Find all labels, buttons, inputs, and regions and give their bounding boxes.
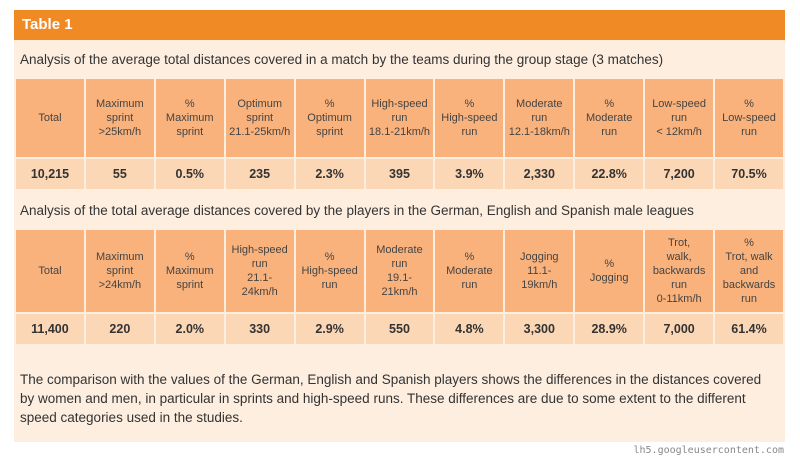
column-header: % Optimum sprint	[293, 77, 366, 159]
cell: 550	[363, 312, 436, 346]
table: Total Maximum sprint >24km/h% Maximum spr…	[14, 228, 785, 346]
cell: 10,215	[14, 157, 86, 191]
cell: 22.8%	[573, 157, 646, 191]
column-header: Optimum sprint 21.1-25km/h	[223, 77, 296, 159]
cell: 3.9%	[433, 157, 506, 191]
header-row: Total Maximum sprint >24km/h% Maximum spr…	[14, 228, 785, 314]
cell: 61.4%	[713, 312, 785, 346]
cell: 2.9%	[293, 312, 366, 346]
column-header: % Maximum sprint	[153, 228, 226, 314]
column-header: % Trot, walk and backwards run	[713, 228, 785, 314]
value-row: 10,215 55 0.5% 235 2.3% 395 3.9% 2,330 22.8% 7,20…	[14, 157, 785, 191]
column-header: % Moderate run	[433, 228, 506, 314]
column-header: Moderate run 12.1-18km/h	[503, 77, 576, 159]
cell: 70.5%	[713, 157, 785, 191]
paragraph: The comparison with the values of the Ge…	[20, 372, 762, 425]
cell: 55	[83, 157, 156, 191]
cell: 330	[223, 312, 296, 346]
column-header: % High-speed run	[433, 77, 506, 159]
cell: 4.8%	[433, 312, 506, 346]
cell: 395	[363, 157, 436, 191]
value-row: 11,400 220 2.0% 330 2.9% 550 4.8% 3,300 28.9% 7,0…	[14, 312, 785, 346]
column-header: Total	[14, 77, 86, 159]
column-header: Maximum sprint >25km/h	[83, 77, 156, 159]
cell: 2.3%	[293, 157, 366, 191]
column-header: % Low-speed run	[713, 77, 785, 159]
column-header: High-speed run 21.1- 24km/h	[223, 228, 296, 314]
column-header: Maximum sprint >24km/h	[83, 228, 156, 314]
table: Total Maximum sprint >25km/h% Maximum spr…	[14, 77, 785, 191]
cell: 2,330	[503, 157, 576, 191]
cell: 0.5%	[153, 157, 226, 191]
cell: 235	[223, 157, 296, 191]
column-header: Total	[14, 228, 86, 314]
column-header: % Moderate run	[573, 77, 646, 159]
header-row: Total Maximum sprint >25km/h% Maximum spr…	[14, 77, 785, 159]
column-header: Jogging 11.1- 19km/h	[503, 228, 576, 314]
column-header: % High-speed run	[293, 228, 366, 314]
column-header: % Maximum sprint	[153, 77, 226, 159]
source: lh5.googleusercontent.com	[633, 445, 784, 456]
caption: Analysis of the average total distances …	[20, 52, 664, 67]
cell: 11,400	[14, 312, 86, 346]
column-header: Low-speed run < 12km/h	[643, 77, 716, 159]
cell: 220	[83, 312, 156, 346]
column-header: % Jogging	[573, 228, 646, 314]
cell: 28.9%	[573, 312, 646, 346]
cell: 2.0%	[153, 312, 226, 346]
cell: 7,000	[643, 312, 716, 346]
cell: 3,300	[503, 312, 576, 346]
column-header: Trot, walk, backwards run 0-11km/h	[643, 228, 716, 314]
column-header: High-speed run 18.1-21km/h	[363, 77, 436, 159]
column-header: Moderate run 19.1- 21km/h	[363, 228, 436, 314]
caption: Analysis of the total average distances …	[20, 203, 694, 218]
sections: Analysis of the average total distances …	[14, 40, 785, 346]
panel: Table 1 Analysis of the average total di…	[14, 10, 785, 442]
title-bar: Table 1	[14, 10, 785, 40]
cell: 7,200	[643, 157, 716, 191]
